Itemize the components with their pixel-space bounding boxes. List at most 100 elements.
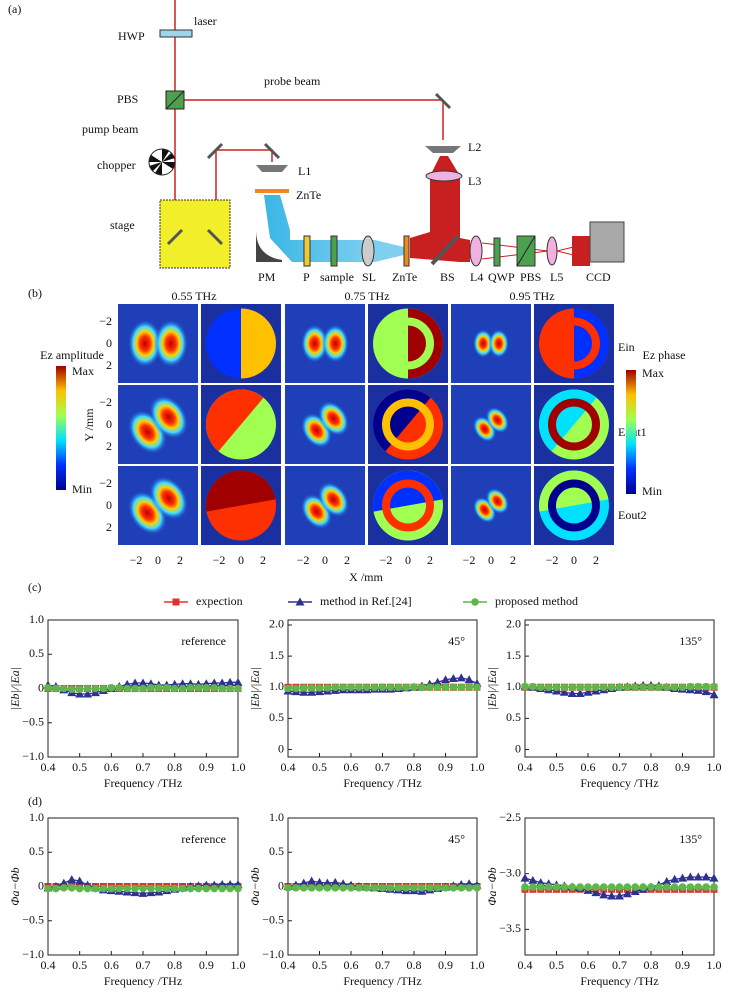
- marker-triangle: [315, 877, 324, 886]
- marker-circle: [331, 683, 340, 692]
- setup-label: PBS: [117, 92, 138, 106]
- annotation: 45°: [448, 634, 465, 648]
- marker-circle: [670, 883, 679, 891]
- hwp: [159, 29, 193, 38]
- map-ring: [382, 398, 434, 451]
- marker-circle: [339, 884, 347, 892]
- marker-circle: [52, 684, 60, 693]
- marker-circle: [599, 883, 608, 891]
- setup-label: L4: [470, 270, 483, 284]
- y-tick-label: 1.5: [269, 648, 284, 662]
- marker-circle: [607, 883, 616, 891]
- marker-circle: [186, 684, 195, 692]
- y-tick-label: −0.5: [262, 913, 284, 927]
- marker-circle: [552, 683, 561, 692]
- x-tick-label: 0.8: [167, 760, 182, 774]
- marker-circle: [694, 682, 703, 691]
- panel-label: (c): [28, 580, 41, 594]
- x-tick-label: 0.9: [675, 958, 690, 972]
- marker-circle: [449, 683, 458, 692]
- x-axis-label: Frequency /THz: [580, 776, 658, 790]
- x-tick-label: 0.7: [612, 760, 627, 774]
- setup-label: QWP: [488, 270, 515, 284]
- marker-triangle: [630, 887, 640, 896]
- marker-circle: [584, 683, 592, 692]
- field-map: [534, 466, 614, 545]
- marker-triangle: [567, 688, 577, 697]
- panel-label: (b): [28, 286, 42, 300]
- map-x-tick: 2: [344, 553, 350, 567]
- marker-circle: [710, 682, 718, 691]
- map-lobe: [317, 400, 350, 437]
- marker-circle: [599, 683, 608, 692]
- map-x-tick: −2: [463, 553, 476, 567]
- map-half: [206, 470, 276, 512]
- marker-circle: [386, 683, 395, 692]
- field-map: [201, 385, 281, 464]
- marker-circle: [99, 884, 108, 893]
- marker-circle: [521, 883, 529, 891]
- y-tick-label: 0.5: [269, 844, 284, 858]
- marker-circle: [226, 684, 234, 693]
- marker-circle: [702, 682, 710, 691]
- x-tick-label: 1.0: [470, 760, 485, 774]
- map-x-tick: 0: [238, 553, 244, 567]
- x-tick-label: 0.5: [72, 958, 87, 972]
- marker-circle: [162, 884, 171, 893]
- marker-circle: [449, 884, 458, 892]
- annotation: reference: [181, 832, 226, 846]
- map-x-tick: −2: [297, 553, 310, 567]
- y-tick-label: 0.5: [29, 646, 44, 660]
- marker-circle: [386, 884, 395, 892]
- x-tick-label: 0.5: [549, 760, 564, 774]
- marker-triangle: [130, 678, 140, 687]
- marker-circle: [473, 884, 481, 892]
- map-x-tick: 2: [177, 553, 183, 567]
- x-axis-label: Frequency /THz: [343, 776, 421, 790]
- y-axis-label: Φa−Φb: [248, 867, 262, 905]
- marker-circle: [115, 884, 124, 893]
- setup-schematic: [148, 0, 625, 269]
- marker-circle: [568, 883, 577, 891]
- x-tick-label: 0.9: [438, 760, 453, 774]
- x-tick-label: 0.8: [644, 958, 659, 972]
- marker-circle: [402, 884, 410, 892]
- y-tick-label: 0.5: [29, 844, 44, 858]
- y-tick-label: 0: [278, 741, 284, 755]
- marker-circle: [44, 884, 52, 893]
- frequency-label: 0.75 THz: [344, 289, 389, 303]
- marker-circle: [425, 683, 434, 692]
- marker-circle: [218, 684, 226, 693]
- map-x-tick: 0: [571, 553, 577, 567]
- marker-triangle: [528, 875, 538, 884]
- y-tick-label: −1.0: [262, 947, 284, 961]
- x-tick-label: 0.9: [199, 958, 214, 972]
- y-tick-label: −1.0: [22, 947, 44, 961]
- marker-triangle: [299, 687, 309, 696]
- marker-circle: [402, 683, 410, 692]
- marker-circle: [378, 683, 387, 692]
- y-tick-label: 0: [278, 878, 284, 892]
- marker-circle: [107, 884, 116, 893]
- marker-triangle: [464, 675, 474, 684]
- map-lobe: [473, 329, 494, 358]
- marker-triangle: [701, 872, 711, 881]
- x-tick-label: 0.4: [281, 958, 296, 972]
- marker-circle: [639, 883, 647, 891]
- marker-circle: [662, 883, 671, 891]
- marker-triangle: [322, 878, 332, 887]
- marker-circle: [418, 683, 426, 692]
- marker-circle: [441, 683, 450, 692]
- marker-triangle: [559, 687, 569, 696]
- marker-triangle: [138, 678, 148, 687]
- marker-circle: [139, 884, 147, 893]
- marker-circle: [83, 884, 92, 893]
- map-x-tick: 0: [488, 553, 494, 567]
- annotation: 135°: [679, 832, 702, 846]
- setup-label: laser: [194, 14, 217, 28]
- marker-circle: [115, 684, 124, 692]
- x-tick-label: 0.4: [281, 760, 296, 774]
- marker-circle: [576, 883, 584, 891]
- x-tick-label: 0.6: [344, 760, 359, 774]
